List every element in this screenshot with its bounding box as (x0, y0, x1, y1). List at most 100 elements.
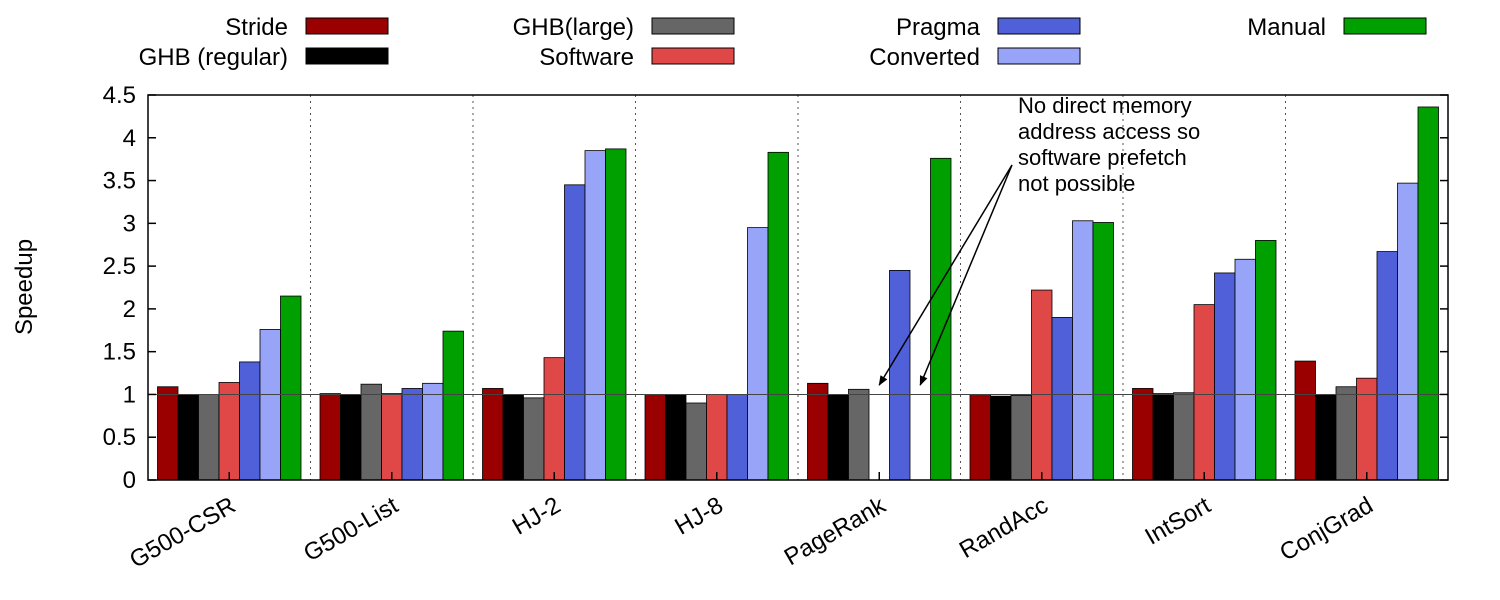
bar-converted-g500-csr (259, 329, 281, 481)
legend-label: Manual (1247, 14, 1326, 41)
y-tick-label: 4 (123, 125, 136, 152)
bar-manual-conjgrad (1417, 106, 1439, 481)
legend-label: GHB(large) (513, 14, 634, 41)
x-category-label: HJ-2 (508, 492, 565, 541)
x-category-label: RandAcc (955, 492, 1053, 564)
bar-stride-g500-list (319, 393, 341, 481)
bar-ghb-regular--hj-8 (665, 394, 687, 481)
legend-swatch (997, 47, 1081, 65)
y-tick-label: 4.5 (103, 82, 136, 109)
bar-pragma-hj-8 (726, 394, 748, 481)
y-axis: 0 0.5 1 1.5 2 2.5 3 3.5 4 4.5 (103, 82, 1448, 494)
x-category-label: PageRank (780, 491, 891, 571)
bar-manual-intsort (1255, 240, 1277, 481)
legend-item-ghb-regular-: GHB (regular) (139, 44, 389, 71)
x-category-label: ConjGrad (1275, 492, 1377, 567)
annotation-line: address access so (1018, 119, 1200, 144)
legend-swatch (1343, 17, 1427, 35)
annotation-arrow (919, 164, 1013, 386)
x-category-label: IntSort (1141, 492, 1216, 551)
bar-pragma-intsort (1214, 272, 1236, 481)
bar-ghb-regular--conjgrad (1315, 394, 1337, 481)
bar-software-g500-list (381, 393, 403, 481)
bar-ghb-large--hj-2 (523, 397, 545, 481)
bar-software-intsort (1193, 304, 1215, 481)
y-tick-label: 3 (123, 210, 136, 237)
x-category-label: G500-List (299, 492, 403, 568)
plot-frame (147, 94, 1449, 481)
x-axis: G500-CSR G500-List HJ-2 HJ-8 PageRank RandAcc… (125, 472, 1378, 574)
legend-label: Stride (225, 14, 288, 41)
legend-label: Software (539, 44, 634, 71)
legend-swatch (651, 17, 735, 35)
legend-swatch (305, 47, 389, 65)
y-tick-label: 0.5 (103, 424, 136, 451)
annotation-line: No direct memory (1018, 93, 1192, 118)
legend-label: Pragma (896, 14, 981, 41)
bar-converted-conjgrad (1397, 182, 1419, 481)
bar-pragma-g500-csr (239, 361, 261, 481)
legend: Stride GHB (regular) GHB(large) Software Pra… (139, 14, 1427, 71)
bar-software-hj-2 (543, 357, 565, 481)
bar-converted-randacc (1072, 220, 1094, 481)
annotation-line: software prefetch (1018, 145, 1187, 170)
bar-pragma-pagerank (889, 269, 911, 481)
annotation-arrow (878, 164, 1013, 386)
bar-manual-randacc (1092, 222, 1114, 481)
bars (157, 106, 1439, 481)
bar-ghb-large--g500-csr (198, 394, 220, 481)
bar-ghb-regular--g500-list (340, 394, 362, 481)
bar-manual-hj-2 (605, 148, 627, 481)
bar-pragma-randacc (1051, 317, 1073, 481)
bar-ghb-large--conjgrad (1335, 386, 1357, 481)
y-tick-label: 1 (123, 381, 136, 408)
bar-ghb-regular--intsort (1152, 393, 1174, 481)
bar-software-hj-8 (706, 394, 728, 481)
bar-pragma-hj-2 (564, 184, 586, 481)
bar-ghb-large--intsort (1173, 392, 1195, 481)
y-tick-label: 1.5 (103, 339, 136, 366)
bar-converted-g500-list (422, 382, 444, 481)
bar-manual-g500-list (442, 330, 464, 481)
bar-stride-conjgrad (1294, 360, 1316, 481)
bar-manual-g500-csr (280, 295, 302, 481)
bar-stride-g500-csr (157, 386, 179, 481)
y-tick-label: 2 (123, 296, 136, 323)
y-axis-label: Speedup (11, 239, 38, 335)
bar-converted-hj-8 (747, 227, 769, 481)
legend-item-stride: Stride (225, 14, 389, 41)
legend-item-manual: Manual (1247, 14, 1427, 41)
legend-item-ghb-large-: GHB(large) (513, 14, 735, 41)
bar-ghb-regular--randacc (990, 395, 1012, 481)
bar-ghb-regular--g500-csr (177, 394, 199, 481)
x-category-label: HJ-8 (670, 492, 727, 541)
x-category-label: G500-CSR (125, 492, 240, 574)
bar-software-randacc (1031, 289, 1053, 481)
bar-software-g500-csr (218, 382, 240, 481)
bar-ghb-large--randacc (1010, 394, 1032, 481)
bar-ghb-regular--hj-2 (502, 394, 524, 481)
legend-item-pragma: Pragma (896, 14, 1081, 41)
bar-stride-randacc (969, 394, 991, 481)
bar-ghb-large--hj-8 (685, 402, 707, 481)
legend-label: GHB (regular) (139, 44, 288, 71)
bar-manual-hj-8 (767, 151, 789, 481)
bar-stride-intsort (1132, 388, 1154, 481)
y-tick-label: 0 (123, 467, 136, 494)
legend-swatch (305, 17, 389, 35)
bar-stride-pagerank (807, 382, 829, 481)
bar-ghb-regular--pagerank (827, 394, 849, 481)
bar-pragma-conjgrad (1376, 251, 1398, 481)
y-tick-label: 3.5 (103, 168, 136, 195)
bar-software-conjgrad (1356, 377, 1378, 481)
legend-item-converted: Converted (869, 44, 1081, 71)
bar-stride-hj-8 (644, 394, 666, 481)
bar-converted-hj-2 (584, 150, 606, 481)
legend-swatch (997, 17, 1081, 35)
y-tick-label: 2.5 (103, 253, 136, 280)
bar-ghb-large--g500-list (360, 383, 382, 481)
legend-swatch (651, 47, 735, 65)
bar-ghb-large--pagerank (848, 388, 870, 481)
bar-stride-hj-2 (482, 388, 504, 481)
